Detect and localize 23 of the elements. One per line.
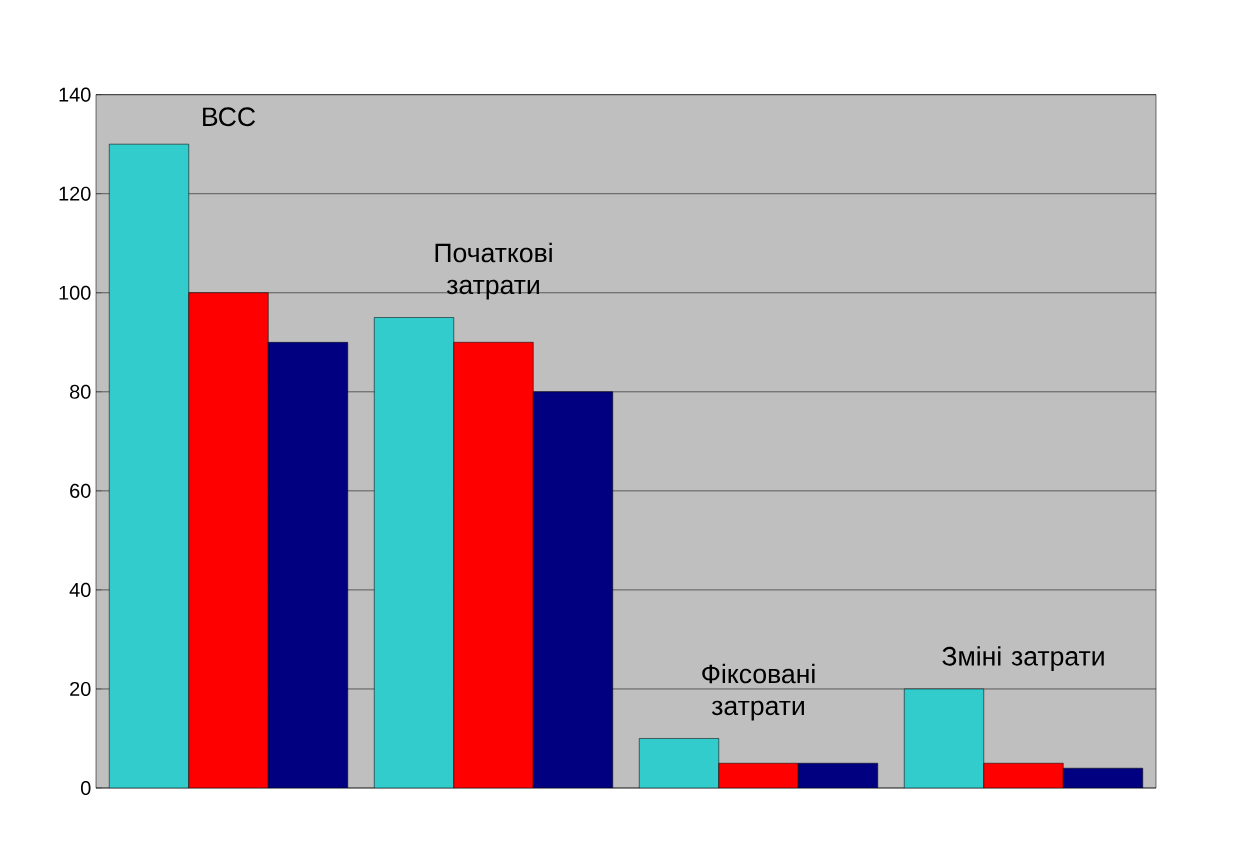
y-tick-label: 120	[59, 186, 91, 201]
bar	[797, 762, 879, 788]
y-tick-label: 0	[81, 780, 91, 796]
y-tick-label: 20	[70, 681, 91, 696]
x-tick-label: Фіксовані затрати	[702, 663, 815, 721]
bar	[983, 762, 1064, 788]
bar	[638, 738, 720, 788]
bar	[267, 342, 349, 788]
bar	[188, 292, 269, 788]
y-tick-label: 80	[70, 384, 91, 399]
bar	[718, 762, 799, 788]
bar	[453, 342, 534, 788]
x-tick-label: Зміні затрати	[942, 646, 1104, 671]
x-tick-label: Початкові затрати	[435, 242, 552, 300]
y-tick-label: 60	[70, 483, 91, 498]
y-tick-label: 40	[69, 582, 91, 597]
bar	[532, 391, 614, 788]
x-tick-label: ВСС	[203, 107, 256, 127]
y-tick-label: 140	[59, 87, 91, 102]
bar	[373, 317, 455, 788]
bar	[903, 688, 985, 788]
y-tick-label: 100	[59, 285, 91, 300]
bar	[108, 143, 190, 788]
